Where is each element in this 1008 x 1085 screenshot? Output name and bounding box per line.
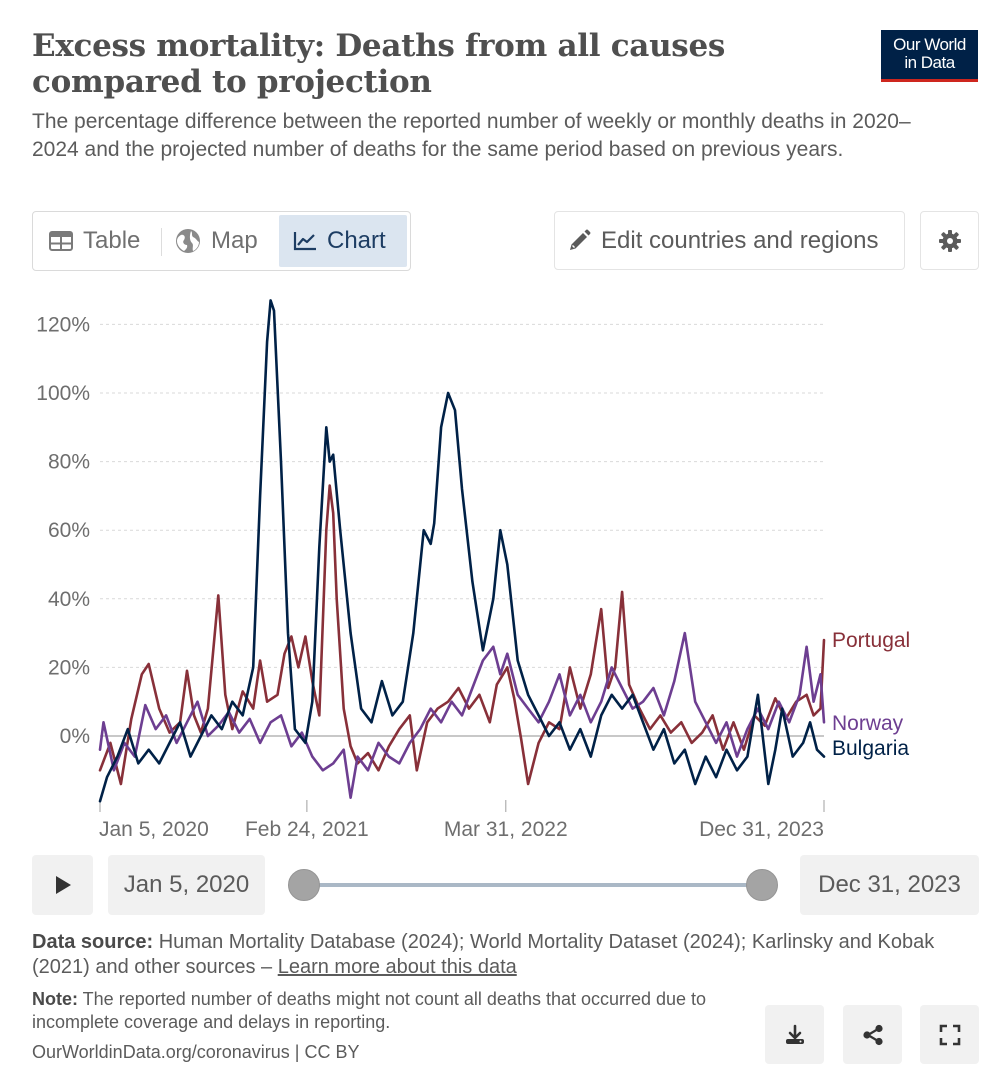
legend-label-bulgaria: Bulgaria: [832, 737, 909, 760]
tab-chart[interactable]: Chart: [279, 215, 407, 267]
y-tick-label: 80%: [48, 451, 90, 474]
tab-map[interactable]: Map: [175, 215, 258, 267]
tab-map-label: Map: [211, 227, 258, 254]
timeline-track[interactable]: [304, 883, 762, 887]
line-chart-icon: [293, 232, 316, 251]
y-tick-labels: 0% 20% 40% 60% 80% 100% 120%: [36, 313, 90, 748]
x-axis: Jan 5, 2020 Feb 24, 2021 Mar 31, 2022 Dec 3…: [99, 800, 825, 841]
play-button[interactable]: [32, 855, 93, 915]
tab-table-label: Table: [83, 227, 141, 254]
edit-countries-label: Edit countries and regions: [601, 226, 879, 254]
learn-more-link[interactable]: Learn more about this data: [277, 956, 517, 978]
y-tick-label: 60%: [48, 519, 90, 542]
series-line-portugal: [98, 484, 826, 786]
logo-line-1: Our World: [893, 35, 966, 54]
share-button[interactable]: [843, 1005, 902, 1064]
timeline-end-handle[interactable]: [746, 869, 778, 901]
timeline-start-handle[interactable]: [288, 869, 320, 901]
series-line-bulgaria: [98, 299, 826, 803]
y-tick-label: 0%: [60, 725, 90, 748]
legend-label-norway: Norway: [832, 712, 904, 735]
chart-subtitle: The percentage difference between the re…: [32, 110, 911, 161]
y-tick-label: 40%: [48, 588, 90, 611]
globe-icon: [176, 229, 200, 253]
tab-chart-label: Chart: [327, 227, 386, 254]
note-label: Note:: [32, 989, 78, 1009]
data-source-text: Human Mortality Database (2024); World M…: [32, 931, 935, 978]
y-gridlines: [100, 323, 824, 737]
timeline-start-date[interactable]: Jan 5, 2020: [108, 855, 265, 915]
play-icon: [55, 876, 71, 894]
owid-logo[interactable]: Our World in Data: [881, 30, 978, 82]
y-tick-label: 100%: [36, 382, 90, 405]
x-tick-label: Feb 24, 2021: [245, 818, 369, 841]
legend-label-portugal: Portugal: [832, 629, 910, 652]
pencil-icon: [570, 229, 591, 250]
chart-note: Note: The reported number of deaths migh…: [32, 988, 732, 1034]
edit-countries-button[interactable]: Edit countries and regions: [554, 211, 905, 270]
data-source: Data source: Human Mortality Database (2…: [32, 930, 962, 980]
excess-mortality-line-chart: 0% 20% 40% 60% 80% 100% 120% Jan 5, 2020 Feb 24…: [36, 299, 910, 841]
view-tabs: Table Map Chart: [32, 211, 411, 271]
timeline-end-date[interactable]: Dec 31, 2023: [800, 855, 979, 915]
fullscreen-icon: [939, 1024, 960, 1045]
logo-line-2: in Data: [904, 53, 955, 72]
table-icon: [49, 231, 73, 251]
x-tick-label: Mar 31, 2022: [444, 818, 568, 841]
y-tick-label: 120%: [36, 313, 90, 336]
tab-divider: [161, 228, 162, 256]
x-tick-label: Dec 31, 2023: [699, 818, 824, 841]
fullscreen-button[interactable]: [920, 1005, 979, 1064]
settings-button[interactable]: [920, 211, 979, 270]
timeline-control: Jan 5, 2020 Dec 31, 2023: [32, 855, 979, 915]
download-icon: [785, 1024, 804, 1044]
series-line-norway: [98, 631, 826, 800]
note-text: The reported number of deaths might not …: [32, 989, 707, 1032]
series-lines: [98, 299, 826, 803]
download-button[interactable]: [765, 1005, 824, 1064]
gear-icon: [938, 229, 961, 252]
chart-title: Excess mortality: Deaths from all causes…: [32, 28, 726, 100]
tab-table[interactable]: Table: [49, 215, 140, 267]
chart-credit: OurWorldinData.org/coronavirus | CC BY: [32, 1042, 360, 1062]
data-source-label: Data source:: [32, 931, 154, 953]
x-tick-label: Jan 5, 2020: [99, 818, 209, 841]
y-tick-label: 20%: [48, 656, 90, 679]
share-icon: [862, 1024, 883, 1045]
